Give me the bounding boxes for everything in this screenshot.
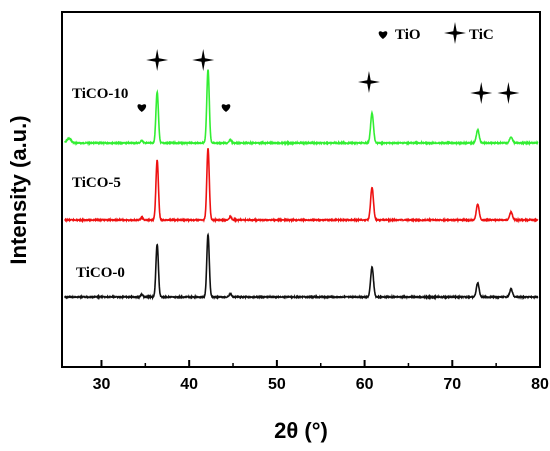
star-icon <box>357 71 380 93</box>
y-axis-title: Intensity (a.u.) <box>6 115 31 264</box>
series-labels: TiCO-10 TiCO-5 TiCO-0 <box>72 86 128 281</box>
x-axis-title: 2θ (°) <box>274 418 328 443</box>
series-line-tico-0 <box>64 232 539 301</box>
x-tick-label: 40 <box>180 376 198 393</box>
star-icon <box>497 82 520 104</box>
x-tick-label: 30 <box>93 376 111 393</box>
peak-markers <box>137 49 520 112</box>
x-tick-label: 60 <box>356 376 374 393</box>
legend-label: TiO <box>395 27 421 43</box>
heart-icon <box>378 31 388 39</box>
series-traces <box>63 69 539 301</box>
star-icon <box>192 49 215 71</box>
star-icon <box>470 82 493 104</box>
series-label: TiCO-0 <box>76 265 125 281</box>
x-tick-label: 80 <box>531 376 549 393</box>
x-tick-label: 70 <box>443 376 461 393</box>
plot-frame <box>61 11 541 368</box>
legend: TiO TiC <box>378 22 494 44</box>
star-icon <box>146 49 169 71</box>
heart-icon <box>221 104 231 112</box>
x-axis-ticks: 30 40 50 60 70 80 <box>93 360 549 393</box>
series-label: TiCO-10 <box>72 86 128 102</box>
series-label: TiCO-5 <box>72 175 121 191</box>
series-line-tico-10 <box>64 69 539 147</box>
heart-icon <box>137 104 147 112</box>
legend-label: TiC <box>469 27 494 43</box>
star-icon <box>444 22 466 44</box>
series-line-tico-5 <box>63 148 539 224</box>
x-tick-label: 50 <box>268 376 286 393</box>
